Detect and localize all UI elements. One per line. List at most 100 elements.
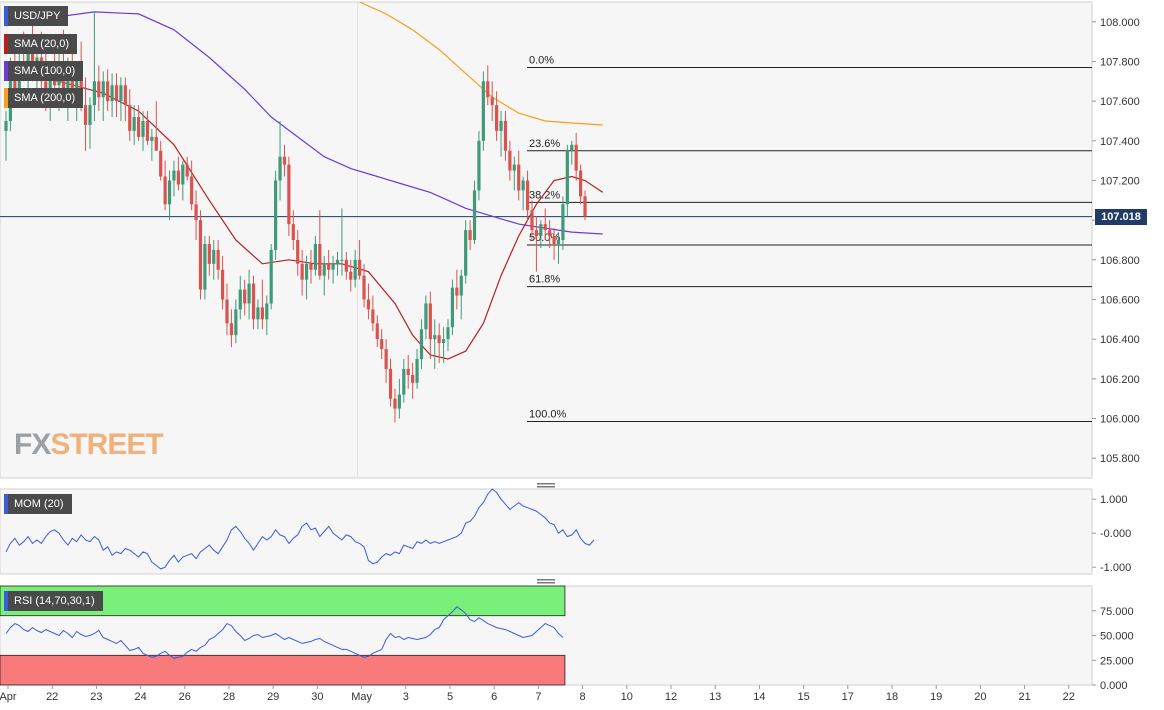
- mom-tick-label: 1.000: [1100, 494, 1128, 506]
- candle-body: [128, 105, 132, 131]
- sma100-line: [5, 11, 603, 235]
- x-tick-label: 21: [1018, 691, 1030, 703]
- panel-resize-handle: [537, 582, 555, 584]
- candle-body: [349, 271, 353, 280]
- candle-body: [530, 210, 534, 231]
- candle-body: [406, 368, 410, 375]
- candle-body: [212, 249, 216, 264]
- rsi-panel: 75.000 50.000 25.000 0.000: [0, 579, 1134, 692]
- candle-body: [446, 327, 450, 340]
- candle-body: [380, 339, 384, 350]
- candle-body: [167, 180, 172, 205]
- candle-body: [172, 170, 176, 181]
- fib-level-label: 100.0%: [529, 408, 567, 420]
- mom-line: [5, 488, 595, 570]
- sma100-legend[interactable]: SMA (100,0): [4, 61, 84, 81]
- candle-body: [450, 287, 455, 328]
- candle-body: [88, 105, 92, 125]
- fib-level-label: 50.0%: [529, 232, 560, 244]
- candle-body: [375, 323, 379, 340]
- candle-body: [433, 335, 437, 340]
- price-tick-label: 107.600: [1100, 96, 1140, 108]
- candle-body: [150, 136, 154, 141]
- candle-body: [92, 81, 96, 106]
- candle-body: [229, 323, 234, 336]
- candle-body: [75, 73, 79, 102]
- candle-body: [517, 164, 521, 191]
- sma20-legend[interactable]: SMA (20,0): [4, 34, 78, 54]
- momentum-panel: 1.000 -0.000 -1.000: [0, 483, 1131, 575]
- candle-body: [137, 117, 141, 137]
- candle-body: [313, 243, 317, 270]
- candle-body: [225, 299, 229, 324]
- candle-body: [534, 230, 538, 237]
- x-tick-label: 19: [930, 691, 942, 703]
- x-tick-label: 29: [267, 691, 279, 703]
- x-tick-label: 18: [886, 691, 898, 703]
- x-axis: Apr 22 23 24 26 28 29 30 May 3 5 6 7 8 10 12 13 14 15 17 18 1…: [0, 685, 1075, 703]
- candle-body: [455, 287, 459, 296]
- candle-body: [260, 307, 264, 320]
- rsi-line: [5, 606, 564, 659]
- mom-tick-label: -0.000: [1100, 528, 1131, 540]
- candle-body: [548, 230, 552, 237]
- candle-body: [552, 236, 556, 244]
- x-tick-label: 23: [90, 691, 102, 703]
- candle-body: [282, 156, 287, 165]
- mom-legend[interactable]: MOM (20): [4, 494, 72, 514]
- x-tick-label: 12: [665, 691, 677, 703]
- candle-body: [163, 176, 167, 205]
- x-tick-label: 7: [535, 691, 541, 703]
- candle-body: [543, 224, 547, 231]
- mom-plot-area: [0, 488, 1093, 575]
- panel-resize-handle: [537, 486, 555, 488]
- rsi-legend[interactable]: RSI (14,70,30,1): [4, 591, 103, 611]
- x-tick-label: 22: [46, 691, 58, 703]
- candle-body: [459, 275, 463, 296]
- candle-body: [238, 289, 242, 310]
- sma200-legend[interactable]: SMA (200,0): [4, 88, 84, 108]
- candle-body: [207, 243, 211, 264]
- candle-body: [583, 196, 587, 217]
- candle-body: [481, 81, 485, 141]
- x-tick-label: 26: [179, 691, 191, 703]
- candle-body: [384, 349, 388, 369]
- candle-body: [464, 230, 468, 276]
- candle-body: [97, 81, 101, 98]
- candle-body: [234, 309, 238, 336]
- panel-resize-handle: [537, 483, 555, 485]
- rsi-oversold-zone: [0, 654, 566, 686]
- candle-body: [265, 303, 269, 320]
- price-tick-label: 106.000: [1100, 414, 1140, 426]
- candle-body: [424, 303, 428, 330]
- candle-body: [437, 335, 441, 344]
- candle-body: [119, 85, 123, 102]
- candle-body: [123, 85, 127, 106]
- price-tick-label: 106.200: [1100, 374, 1140, 386]
- price-tick-label: 107.400: [1100, 136, 1140, 148]
- candle-body: [525, 180, 530, 211]
- x-tick-label: 13: [709, 691, 721, 703]
- x-tick-label: 8: [580, 691, 586, 703]
- candle-body: [66, 77, 70, 92]
- candle-body: [565, 150, 569, 205]
- fib-level-label: 38.2%: [529, 189, 560, 201]
- mom-tick-label: -1.000: [1100, 562, 1131, 574]
- candle-body: [194, 204, 198, 221]
- candle-body: [269, 249, 273, 304]
- candle-body: [495, 105, 499, 131]
- candle-body: [291, 224, 295, 240]
- rsi-tick-label: 50.000: [1100, 631, 1134, 643]
- candle-body: [83, 105, 88, 125]
- candle-body: [574, 144, 578, 171]
- candle-body: [472, 190, 477, 240]
- candle-body: [340, 259, 344, 261]
- x-tick-label: Apr: [0, 691, 17, 703]
- candle-body: [287, 164, 291, 225]
- candle-body: [114, 85, 119, 102]
- candle-body: [397, 394, 401, 409]
- candle-body: [358, 259, 362, 276]
- price-tick-label: 106.400: [1100, 334, 1140, 346]
- candle-body: [101, 81, 105, 98]
